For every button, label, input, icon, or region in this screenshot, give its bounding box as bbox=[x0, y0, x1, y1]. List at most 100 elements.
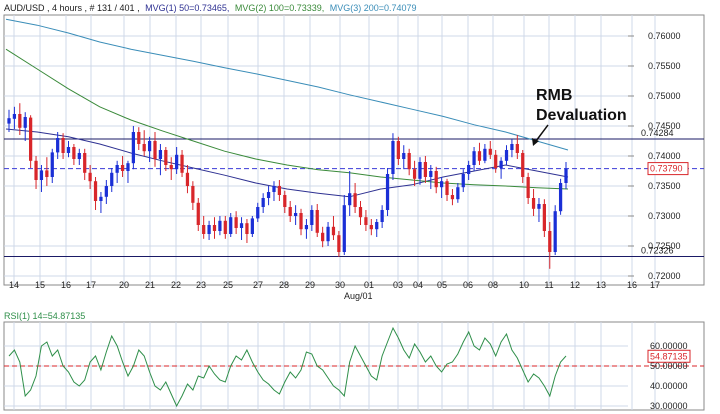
x-tick-label: 03 bbox=[393, 280, 403, 290]
candle-body bbox=[120, 165, 125, 171]
candle-body bbox=[483, 148, 487, 161]
candle-body bbox=[391, 141, 395, 174]
price-tick-label: 0.72500 bbox=[648, 241, 681, 251]
ma100-line bbox=[5, 48, 569, 190]
candle-body bbox=[515, 144, 519, 153]
rsi-title: RSI(1) 14=54.87135 bbox=[4, 311, 85, 321]
candle-body bbox=[521, 153, 525, 177]
candle-body bbox=[494, 154, 498, 168]
candle-body bbox=[45, 170, 49, 177]
candle-body bbox=[564, 168, 568, 183]
price-tick-label: 0.75000 bbox=[648, 91, 681, 101]
candle-body bbox=[283, 195, 287, 207]
annotation-arrow bbox=[532, 124, 549, 146]
rsi-tick-label: 30.00000 bbox=[650, 401, 688, 411]
candle-body bbox=[510, 144, 514, 150]
candle-body bbox=[175, 154, 179, 170]
candle-body bbox=[185, 172, 190, 186]
candle-body bbox=[299, 213, 303, 230]
ma200-line bbox=[5, 18, 569, 151]
current-price-label: 0.73790 bbox=[650, 164, 683, 174]
candle-body bbox=[337, 235, 341, 252]
x-tick-label: 10 bbox=[519, 280, 529, 290]
current-price-box bbox=[647, 162, 689, 176]
rsi-line bbox=[8, 326, 567, 408]
candle-body bbox=[250, 218, 254, 234]
header-ma100: MVG(2) 100=0.73339, bbox=[235, 3, 324, 13]
candle-body bbox=[558, 183, 563, 212]
price-tick-label: 0.72000 bbox=[648, 271, 681, 281]
x-tick-label: 20 bbox=[119, 280, 129, 290]
rsi-tick-label: 40.00000 bbox=[650, 381, 688, 391]
candle-body bbox=[375, 222, 379, 230]
x-tick-label: 22 bbox=[171, 280, 181, 290]
candle-body bbox=[423, 162, 428, 177]
price-tick-label: 0.75500 bbox=[648, 61, 681, 71]
rsi-line-group bbox=[8, 326, 567, 408]
candle-body bbox=[104, 186, 108, 197]
candle-body bbox=[239, 223, 244, 228]
candle-body bbox=[61, 138, 65, 153]
candle-body bbox=[245, 223, 249, 234]
x-tick-label: 06 bbox=[463, 280, 473, 290]
x-tick-label: 17 bbox=[86, 280, 96, 290]
price-tick-label: 0.74500 bbox=[648, 121, 681, 131]
candle-body bbox=[380, 210, 384, 222]
x-tick-label: 13 bbox=[596, 280, 606, 290]
candle-body bbox=[526, 177, 530, 198]
candle-body bbox=[429, 171, 433, 177]
candle-body bbox=[126, 163, 130, 171]
candle-body bbox=[488, 148, 492, 155]
candle-body bbox=[39, 170, 44, 180]
rsi-tick-label: 60.00000 bbox=[650, 341, 688, 351]
candle-body bbox=[542, 204, 546, 231]
candle-body bbox=[358, 207, 363, 218]
x-tick-label: 04 bbox=[413, 280, 423, 290]
x-tick-label: 15 bbox=[35, 280, 45, 290]
candle-body bbox=[153, 141, 157, 159]
price-panel-frame bbox=[3, 14, 705, 286]
x-tick-label: 05 bbox=[437, 280, 447, 290]
price-tick-label: 0.74000 bbox=[648, 151, 681, 161]
candle-body bbox=[396, 141, 400, 159]
candle-body bbox=[223, 220, 227, 234]
x-tick-label: 12 bbox=[570, 280, 580, 290]
candle-body bbox=[418, 162, 422, 179]
x-tick-label: 08 bbox=[488, 280, 498, 290]
candle-body bbox=[461, 174, 465, 188]
candle-body bbox=[229, 217, 233, 234]
candle-body bbox=[207, 225, 211, 234]
candle-body bbox=[385, 174, 390, 210]
x-axis-sub-label: Aug/01 bbox=[344, 291, 373, 301]
candle-body bbox=[131, 132, 136, 164]
candle-body bbox=[369, 225, 373, 230]
candle-body bbox=[531, 198, 536, 209]
price-tick-label: 0.73000 bbox=[648, 211, 681, 221]
candle-body bbox=[434, 171, 438, 188]
x-tick-label: 01 bbox=[364, 280, 374, 290]
candle-body bbox=[23, 117, 27, 128]
candle-body bbox=[272, 186, 276, 192]
candle-body bbox=[499, 160, 503, 168]
candle-body bbox=[137, 132, 141, 144]
candle-body bbox=[196, 202, 200, 225]
x-tick-label: 16 bbox=[627, 280, 637, 290]
price-levels: 0.74284 0.72326 0.73790 bbox=[4, 128, 704, 257]
candle-body bbox=[277, 186, 282, 195]
level-label: 0.72326 bbox=[641, 245, 674, 255]
candle-body bbox=[504, 150, 509, 161]
candle-body bbox=[18, 114, 22, 128]
x-tick-label: 28 bbox=[279, 280, 289, 290]
rsi-tick-label: 50.00000 bbox=[650, 361, 688, 371]
candle-body bbox=[191, 186, 195, 203]
candle-body bbox=[439, 181, 444, 188]
header-ma50: MVG(1) 50=0.73465, bbox=[145, 3, 229, 13]
candle-body bbox=[169, 165, 173, 170]
candle-body bbox=[99, 196, 103, 201]
x-tick-label: 25 bbox=[223, 280, 233, 290]
candle-body bbox=[234, 217, 238, 228]
candle-body bbox=[77, 153, 81, 159]
candle-body bbox=[477, 151, 482, 161]
candle-body bbox=[29, 117, 33, 161]
